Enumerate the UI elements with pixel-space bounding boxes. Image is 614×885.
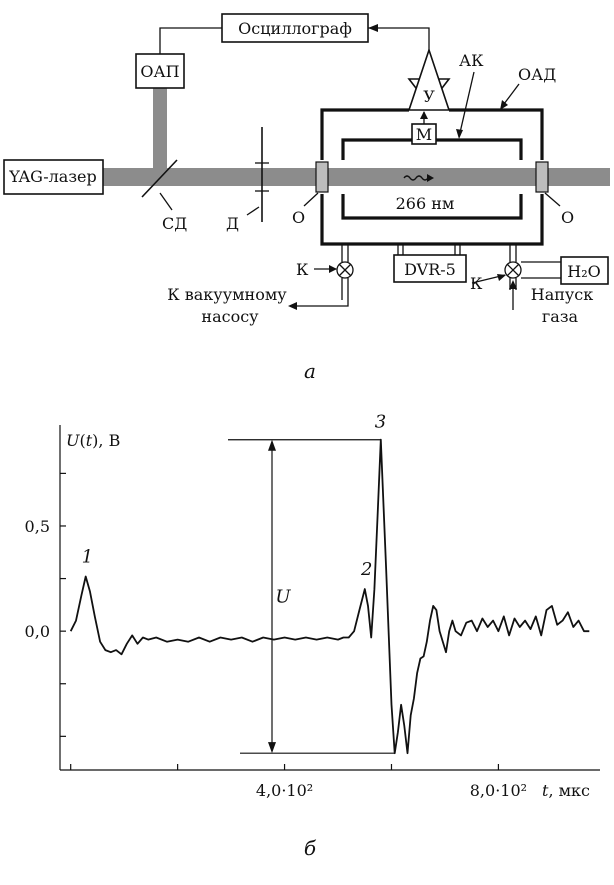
beam-splitter — [141, 159, 178, 198]
ak-inner-cell — [341, 138, 523, 220]
y-tick-label-0.0: 0,0 — [25, 622, 50, 641]
window-left — [315, 161, 329, 193]
o-right-pointer — [544, 192, 561, 207]
right-pipe-top — [509, 244, 517, 262]
x-tick-label-400: 4,0·10² — [256, 781, 313, 800]
pump-arrow — [288, 302, 297, 310]
pump-label-2: насосу — [201, 307, 259, 326]
radiation-wave — [403, 175, 429, 181]
ak-arrow — [456, 129, 463, 139]
y-ticks — [60, 472, 66, 737]
dvr-label: DVR-5 — [404, 260, 456, 279]
pump-label-1: К вакуумному — [167, 285, 287, 304]
sd-label: СД — [162, 214, 187, 233]
window-right — [535, 161, 549, 193]
d-label: Д — [226, 214, 239, 233]
valve-right-cross — [506, 263, 520, 277]
radiation-arrow — [427, 174, 434, 182]
k-left-label: К — [296, 260, 309, 279]
amplifier — [407, 47, 451, 111]
microphone-label: М — [416, 125, 432, 144]
oad-outer-cell — [320, 108, 544, 246]
left-pipe-top — [341, 244, 349, 262]
o-left-label: О — [292, 208, 305, 227]
amplifier-label: У — [423, 87, 435, 106]
o-left-pointer — [303, 192, 319, 207]
laser-beam — [103, 168, 610, 186]
x-ticks — [70, 764, 500, 770]
water-box — [560, 256, 609, 285]
schematic: Осциллограф ОАП YAG-лазер СД Д О О — [3, 13, 610, 383]
oap-box — [135, 53, 185, 89]
k-right-label: К — [470, 274, 483, 293]
water-line — [521, 261, 561, 279]
d-pointer — [246, 206, 260, 216]
o-right-label: О — [561, 208, 574, 227]
k-right-arrow — [497, 274, 506, 281]
mic-arrow — [420, 111, 428, 119]
water-label: H₂O — [567, 262, 600, 281]
y-axis-label: U(t), В — [66, 431, 120, 450]
amplitude-arrow — [268, 439, 276, 451]
left-pipe-bottom — [290, 278, 349, 307]
wavelength-label: 266 нм — [396, 194, 455, 213]
caption-b: б — [304, 836, 317, 860]
peak-label-2: 2 — [360, 559, 372, 580]
ak-label: АК — [459, 51, 484, 70]
amplitude-label: U — [275, 586, 291, 607]
dvr-pipes — [397, 244, 461, 262]
peak-label-3: 3 — [375, 412, 386, 433]
gas-inlet-arrow — [509, 280, 517, 289]
amplifier-to-oscillograph-wire — [368, 27, 430, 50]
sd-pointer — [159, 192, 173, 211]
laser-box — [3, 159, 104, 195]
signal-line — [69, 438, 590, 755]
graph: U(t), В t, мкс 0,5 0,0 4,0·10² 8,0·10² U… — [25, 412, 600, 860]
vertical-beam — [153, 88, 167, 170]
dvr-box — [393, 254, 467, 283]
oad-arrow — [500, 100, 508, 110]
amplitude-arrow — [268, 742, 276, 754]
gas-label-1: Напуск — [531, 285, 594, 304]
x-axis-label: t, мкс — [542, 781, 590, 800]
amplitude-marker — [228, 439, 395, 754]
peak-label-1: 1 — [82, 546, 93, 567]
oap-label: ОАП — [140, 62, 179, 81]
ak-pointer — [458, 71, 475, 138]
caption-a: а — [304, 359, 316, 383]
y-tick-label-0.5: 0,5 — [25, 517, 50, 536]
x-tick-label-800: 8,0·10² — [470, 781, 527, 800]
gas-label-2: газа — [542, 307, 579, 326]
oad-label: ОАД — [518, 65, 556, 84]
oap-to-oscillograph-wire — [159, 27, 222, 54]
oscillograph-arrow — [368, 24, 378, 32]
valve-left-cross — [338, 263, 352, 277]
oscillograph-label: Осциллограф — [238, 19, 352, 38]
k-left-arrow — [329, 265, 337, 273]
laser-label: YAG-лазер — [8, 167, 97, 186]
